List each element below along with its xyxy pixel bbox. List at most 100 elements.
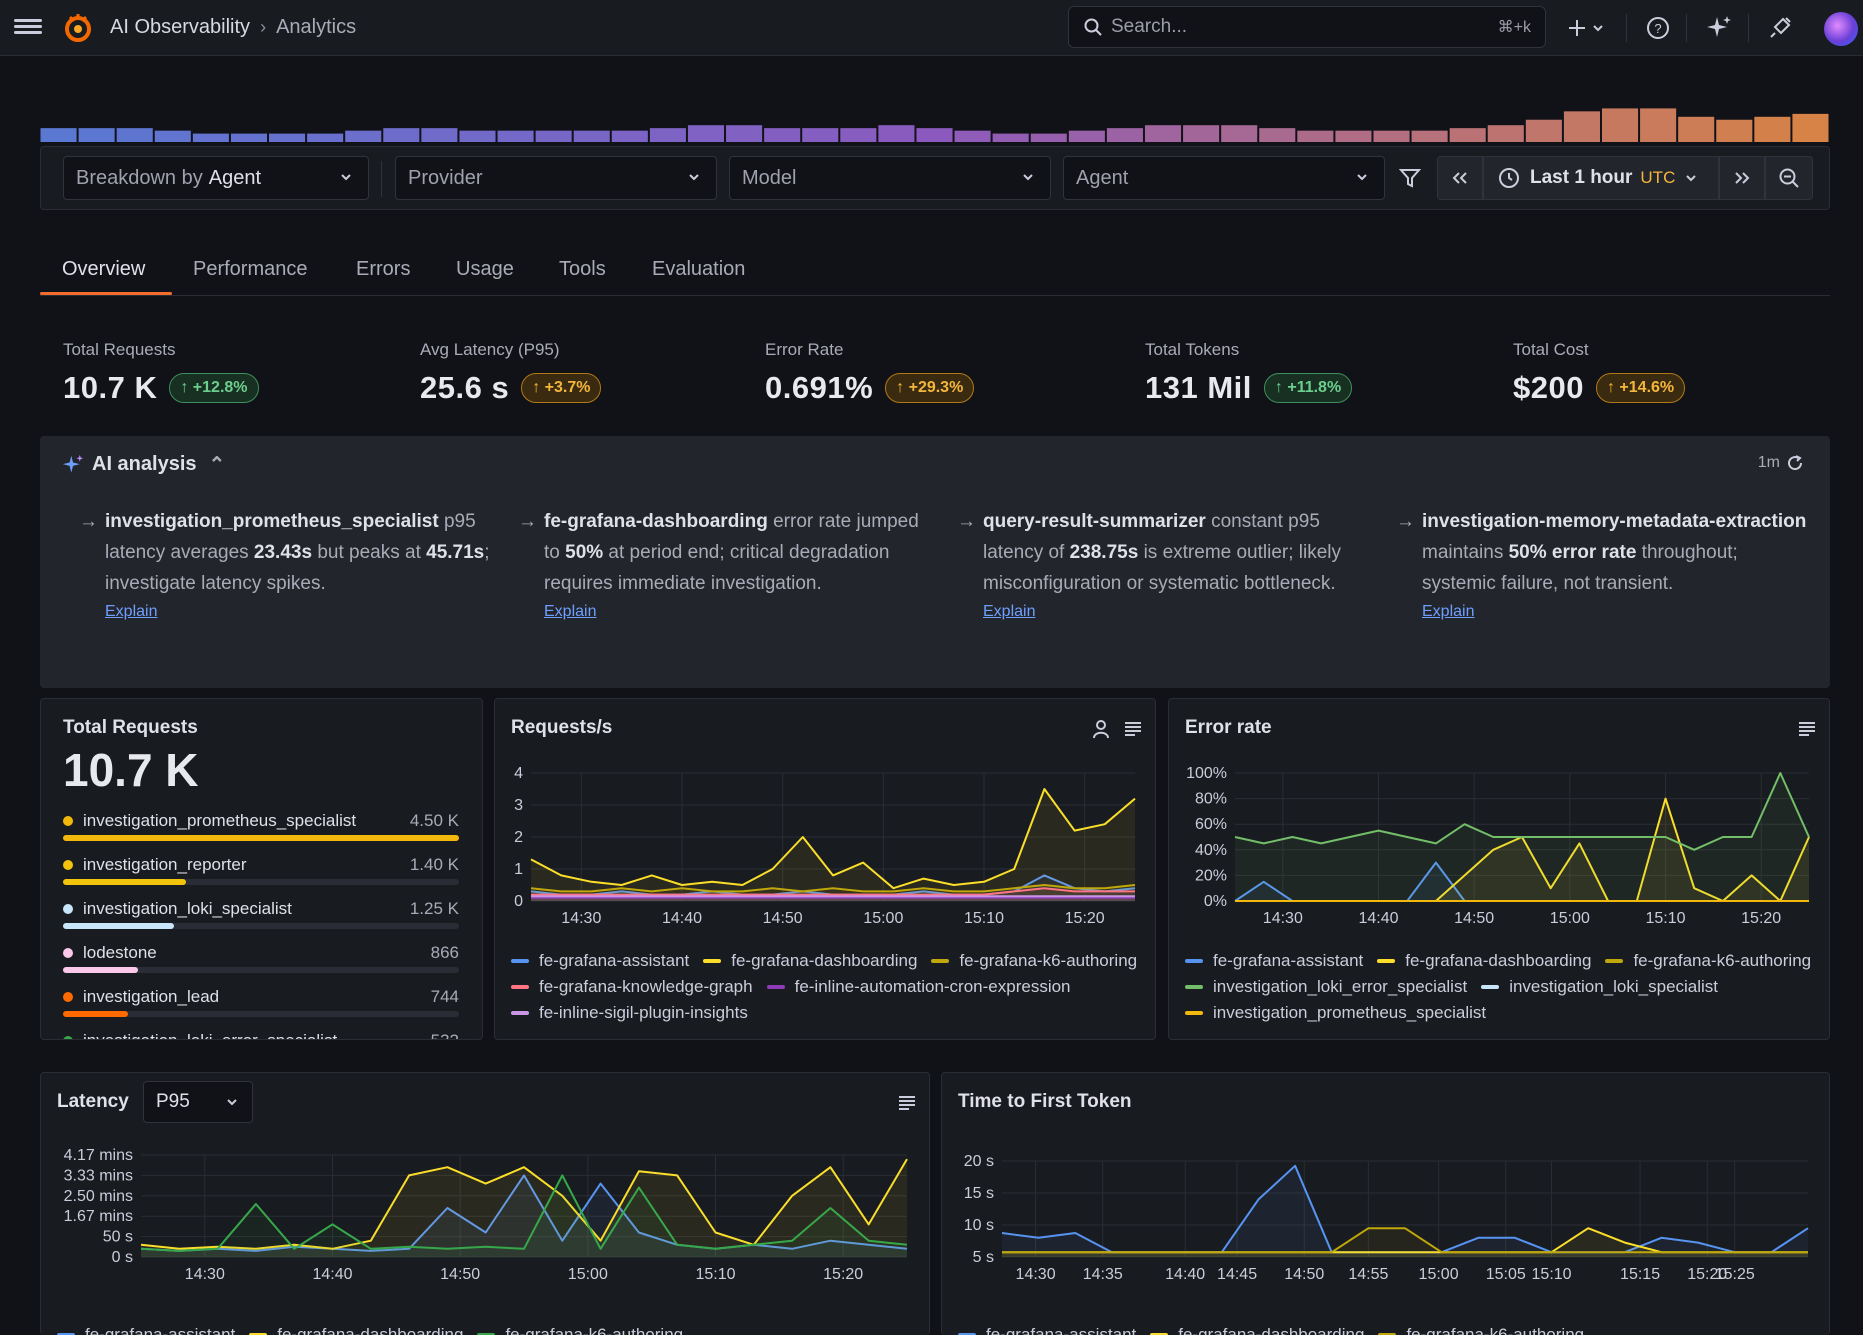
tab-errors[interactable]: Errors [356, 258, 411, 280]
legend-item[interactable]: fe-grafana-k6-authoring [477, 1325, 683, 1335]
histogram-bar[interactable] [1106, 128, 1143, 142]
histogram-bar[interactable] [802, 128, 839, 142]
histogram-bar[interactable] [1525, 119, 1562, 142]
histogram-bar[interactable] [992, 133, 1029, 142]
histogram-bar[interactable] [345, 130, 382, 142]
legend-item[interactable]: fe-grafana-knowledge-graph [511, 977, 753, 997]
legend-item[interactable]: fe-inline-automation-cron-expression [766, 977, 1071, 997]
histogram-bar[interactable] [1716, 119, 1753, 142]
histogram-bar[interactable] [459, 130, 496, 142]
agent-row[interactable]: investigation_loki_error_specialist 532 [63, 1031, 459, 1039]
histogram-bar[interactable] [687, 125, 725, 142]
agent-row[interactable]: investigation_reporter 1.40 K [63, 855, 459, 895]
series-line[interactable] [1234, 772, 1810, 851]
explain-link[interactable]: Explain [105, 603, 158, 620]
histogram-bar[interactable] [726, 125, 763, 142]
series-line[interactable] [531, 887, 1135, 896]
grafana-logo[interactable] [62, 12, 94, 44]
ai-refresh[interactable]: 1m [1758, 454, 1804, 472]
series-line[interactable] [140, 1174, 908, 1252]
series-line[interactable] [1002, 1227, 1808, 1254]
histogram-bar[interactable] [230, 133, 268, 142]
histogram-bar[interactable] [954, 130, 991, 142]
histogram-bar[interactable] [1754, 116, 1791, 142]
tab-evaluation[interactable]: Evaluation [652, 258, 746, 280]
tab-overview[interactable]: Overview [62, 258, 146, 280]
histogram-bar[interactable] [840, 128, 877, 142]
histogram-bar[interactable] [1030, 133, 1067, 142]
zoom-out-button[interactable] [1765, 156, 1813, 200]
agent-select[interactable]: Agent [1063, 156, 1385, 200]
legend-item[interactable]: fe-grafana-assistant [57, 1325, 235, 1335]
time-forward-button[interactable] [1719, 156, 1765, 200]
legend-item[interactable]: fe-grafana-assistant [1185, 951, 1363, 971]
legend-menu-icon[interactable] [1123, 719, 1143, 739]
histogram-bar[interactable] [1221, 125, 1258, 142]
model-select[interactable]: Model [729, 156, 1051, 200]
series-line[interactable] [530, 788, 1136, 890]
histogram-bar[interactable] [78, 128, 115, 142]
histogram-bar[interactable] [649, 128, 686, 142]
legend-item[interactable]: investigation_prometheus_specialist [1185, 1003, 1486, 1023]
breadcrumb-app[interactable]: AI Observability [110, 16, 251, 38]
histogram-bar[interactable] [269, 133, 306, 142]
legend-item[interactable]: investigation_loki_specialist [1481, 977, 1718, 997]
histogram-bar[interactable] [878, 125, 915, 142]
time-back-button[interactable] [1437, 156, 1483, 200]
histogram-bar[interactable] [573, 130, 610, 142]
histogram-bar[interactable] [1411, 130, 1448, 142]
histogram-bar[interactable] [1792, 113, 1829, 142]
histogram-bar[interactable] [1259, 128, 1296, 142]
histogram-bar[interactable] [1601, 108, 1639, 142]
legend-item[interactable]: fe-grafana-dashboarding [703, 951, 917, 971]
legend-item[interactable]: fe-grafana-assistant [511, 951, 689, 971]
legend-item[interactable]: fe-grafana-dashboarding [1150, 1325, 1364, 1335]
provider-select[interactable]: Provider [395, 156, 717, 200]
histogram-bar[interactable] [192, 133, 229, 142]
histogram-bar[interactable] [535, 130, 572, 142]
legend-menu-icon[interactable] [897, 1093, 917, 1113]
legend-item[interactable]: fe-grafana-dashboarding [249, 1325, 463, 1335]
histogram-bar[interactable] [1487, 125, 1524, 142]
legend-item[interactable]: fe-grafana-dashboarding [1377, 951, 1591, 971]
ttft-chart[interactable]: 5 s 10 s 15 s 20 s 14:30 14:35 14:40 14:45 14:50… [942, 1143, 1830, 1293]
histogram-bar[interactable] [1373, 130, 1410, 142]
legend-item[interactable]: fe-grafana-k6-authoring [1605, 951, 1811, 971]
histogram-bar[interactable] [116, 128, 153, 142]
explain-link[interactable]: Explain [1422, 603, 1475, 620]
connections-button[interactable] [1766, 14, 1794, 42]
explain-link[interactable]: Explain [544, 603, 597, 620]
time-range-picker[interactable]: Last 1 hour UTC [1483, 156, 1719, 200]
histogram-bar[interactable] [1297, 130, 1334, 142]
series-line[interactable] [140, 1158, 908, 1250]
assistant-button[interactable] [1704, 14, 1734, 42]
histogram-bar[interactable] [1068, 130, 1105, 142]
histogram-bar[interactable] [1183, 125, 1220, 142]
agent-row[interactable]: investigation_loki_specialist 1.25 K [63, 899, 459, 939]
filter-icon[interactable] [1399, 167, 1421, 189]
tab-performance[interactable]: Performance [193, 258, 308, 280]
legend-item[interactable]: fe-grafana-k6-authoring [1378, 1325, 1584, 1335]
series-line[interactable] [530, 884, 1136, 893]
histogram-bar[interactable] [1144, 125, 1182, 142]
histogram-bar[interactable] [1449, 128, 1486, 142]
legend-menu-icon[interactable] [1797, 719, 1817, 739]
search-box[interactable]: Search... ⌘+k [1068, 6, 1546, 48]
agent-row[interactable]: investigation_prometheus_specialist 4.50… [63, 811, 459, 851]
help-button[interactable]: ? [1644, 14, 1672, 42]
agent-row[interactable]: lodestone 866 [63, 943, 459, 983]
histogram-bar[interactable] [764, 128, 801, 142]
requests-chart[interactable]: 0 1 2 3 4 14:30 14:40 14:50 15:00 15:10 15:20 [495, 759, 1156, 939]
tab-tools[interactable]: Tools [559, 258, 606, 280]
histogram-bar[interactable] [421, 128, 458, 142]
breakdown-select[interactable]: Breakdown by Agent [63, 156, 369, 200]
histogram-bar[interactable] [383, 128, 420, 142]
legend-item[interactable]: investigation_loki_error_specialist [1185, 977, 1467, 997]
histogram-bar[interactable] [916, 128, 953, 142]
agent-row[interactable]: investigation_lead 744 [63, 987, 459, 1027]
menu-icon[interactable] [14, 16, 42, 40]
histogram-bar[interactable] [1335, 130, 1372, 142]
latency-chart[interactable]: 0 s 50 s 1.67 mins 2.50 mins 3.33 mins 4.17 m… [41, 1143, 930, 1293]
legend-item[interactable]: fe-grafana-assistant [958, 1325, 1136, 1335]
percentile-select[interactable]: P95 [143, 1081, 253, 1123]
